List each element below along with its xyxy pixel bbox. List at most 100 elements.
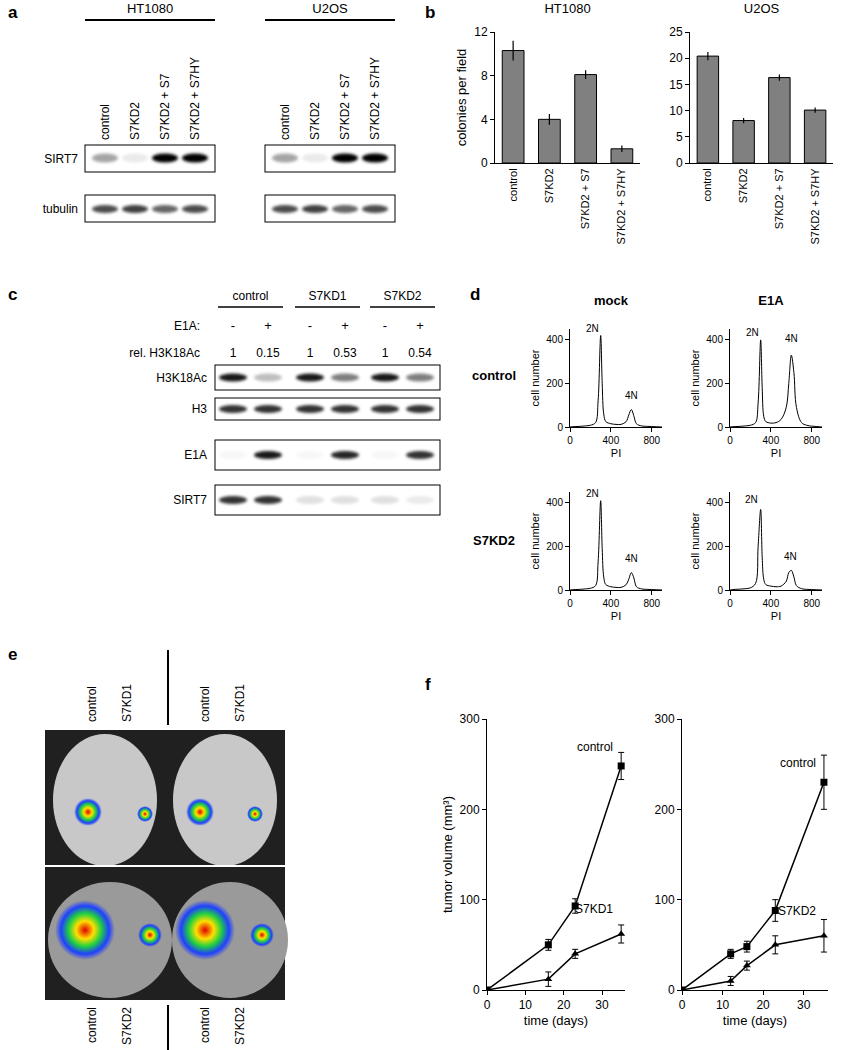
svg-text:PI: PI (771, 610, 781, 622)
svg-text:200: 200 (546, 541, 563, 552)
svg-text:S7KD2: S7KD2 (473, 533, 515, 548)
svg-text:control: control (780, 756, 816, 770)
svg-text:control: control (85, 1007, 99, 1043)
svg-text:S7KD1: S7KD1 (575, 902, 613, 916)
svg-text:0: 0 (727, 435, 733, 446)
svg-text:e: e (8, 645, 17, 664)
svg-text:time (days): time (days) (723, 1013, 787, 1028)
svg-text:f: f (425, 675, 431, 694)
svg-text:S7KD2 + S7: S7KD2 + S7 (158, 73, 172, 140)
svg-text:0.53: 0.53 (333, 346, 357, 360)
svg-text:4N: 4N (625, 553, 638, 564)
svg-text:0: 0 (676, 156, 683, 170)
svg-text:control: control (577, 740, 613, 754)
svg-text:200: 200 (706, 541, 723, 552)
svg-text:HT1080: HT1080 (544, 1, 590, 16)
svg-text:20: 20 (557, 998, 571, 1012)
svg-text:0: 0 (668, 983, 675, 997)
svg-text:20: 20 (756, 998, 770, 1012)
svg-text:8: 8 (481, 69, 488, 83)
svg-text:cell number: cell number (529, 512, 541, 569)
svg-text:1: 1 (307, 346, 314, 360)
svg-text:-: - (383, 318, 387, 333)
svg-text:S7KD2 + S7HY: S7KD2 + S7HY (188, 57, 202, 140)
svg-text:control: control (507, 168, 519, 201)
svg-text:control: control (472, 368, 516, 383)
svg-text:H3: H3 (192, 402, 208, 416)
svg-text:300: 300 (655, 712, 675, 726)
svg-text:0: 0 (567, 598, 573, 609)
svg-text:400: 400 (706, 497, 723, 508)
svg-text:S7KD2 + S7: S7KD2 + S7 (773, 168, 785, 229)
svg-text:S7KD2 + S7HY: S7KD2 + S7HY (368, 57, 382, 140)
svg-text:800: 800 (643, 435, 660, 446)
svg-text:0: 0 (473, 983, 480, 997)
svg-text:S7KD2: S7KD2 (120, 1007, 134, 1045)
svg-text:cell number: cell number (529, 349, 541, 406)
svg-text:SIRT7: SIRT7 (173, 493, 207, 507)
svg-text:0.15: 0.15 (256, 346, 280, 360)
svg-text:0: 0 (557, 422, 563, 433)
svg-text:15: 15 (669, 78, 683, 92)
svg-text:PI: PI (771, 447, 781, 459)
svg-text:400: 400 (603, 435, 620, 446)
svg-text:400: 400 (546, 334, 563, 345)
svg-text:0: 0 (717, 585, 723, 596)
svg-text:300: 300 (460, 712, 480, 726)
svg-text:30: 30 (595, 998, 609, 1012)
svg-text:10: 10 (716, 998, 730, 1012)
svg-text:HT1080: HT1080 (127, 1, 173, 16)
svg-text:800: 800 (803, 598, 820, 609)
svg-text:1: 1 (230, 346, 237, 360)
svg-text:2N: 2N (586, 488, 599, 499)
svg-text:2N: 2N (746, 327, 759, 338)
svg-text:2N: 2N (745, 494, 758, 505)
svg-text:E1A:: E1A: (174, 319, 200, 333)
svg-text:200: 200 (460, 803, 480, 817)
svg-text:tumor volume (mm³): tumor volume (mm³) (440, 796, 455, 913)
svg-text:4: 4 (481, 113, 488, 127)
svg-text:S7KD2: S7KD2 (233, 1007, 247, 1045)
svg-text:S7KD2: S7KD2 (737, 168, 749, 203)
svg-text:S7KD1: S7KD1 (120, 684, 134, 722)
svg-text:SIRT7: SIRT7 (44, 152, 78, 166)
svg-text:25: 25 (669, 25, 683, 39)
svg-text:5: 5 (676, 130, 683, 144)
svg-text:control: control (198, 1007, 212, 1043)
svg-text:PI: PI (611, 447, 621, 459)
svg-text:400: 400 (763, 598, 780, 609)
svg-text:cell number: cell number (689, 512, 701, 569)
svg-text:400: 400 (603, 598, 620, 609)
svg-text:-: - (231, 318, 235, 333)
svg-text:1: 1 (382, 346, 389, 360)
svg-text:0: 0 (481, 156, 488, 170)
svg-text:S7KD2 + S7: S7KD2 + S7 (579, 168, 591, 229)
svg-text:0: 0 (727, 598, 733, 609)
svg-text:400: 400 (546, 497, 563, 508)
svg-text:S7KD2: S7KD2 (543, 168, 555, 203)
svg-text:H3K18Ac: H3K18Ac (156, 371, 207, 385)
svg-text:4N: 4N (625, 390, 638, 401)
svg-text:+: + (264, 318, 272, 333)
svg-text:2N: 2N (586, 323, 599, 334)
svg-text:E1A: E1A (758, 293, 784, 308)
svg-text:S7KD2 + S7HY: S7KD2 + S7HY (809, 168, 821, 245)
svg-text:12: 12 (474, 25, 488, 39)
svg-text:b: b (425, 3, 435, 22)
svg-text:0: 0 (567, 435, 573, 446)
svg-text:S7KD2 + S7: S7KD2 + S7 (338, 73, 352, 140)
svg-text:+: + (341, 318, 349, 333)
svg-text:S7KD1: S7KD1 (308, 289, 346, 303)
svg-text:S7KD2: S7KD2 (308, 102, 322, 140)
svg-text:control: control (198, 686, 212, 722)
svg-text:control: control (701, 168, 713, 201)
svg-text:-: - (308, 318, 312, 333)
svg-text:mock: mock (594, 293, 629, 308)
svg-text:colonies per field: colonies per field (454, 49, 469, 147)
svg-text:a: a (8, 3, 18, 22)
svg-text:200: 200 (706, 378, 723, 389)
svg-text:+: + (416, 318, 424, 333)
svg-text:20: 20 (669, 51, 683, 65)
svg-text:U2OS: U2OS (744, 1, 780, 16)
svg-text:E1A: E1A (184, 448, 207, 462)
